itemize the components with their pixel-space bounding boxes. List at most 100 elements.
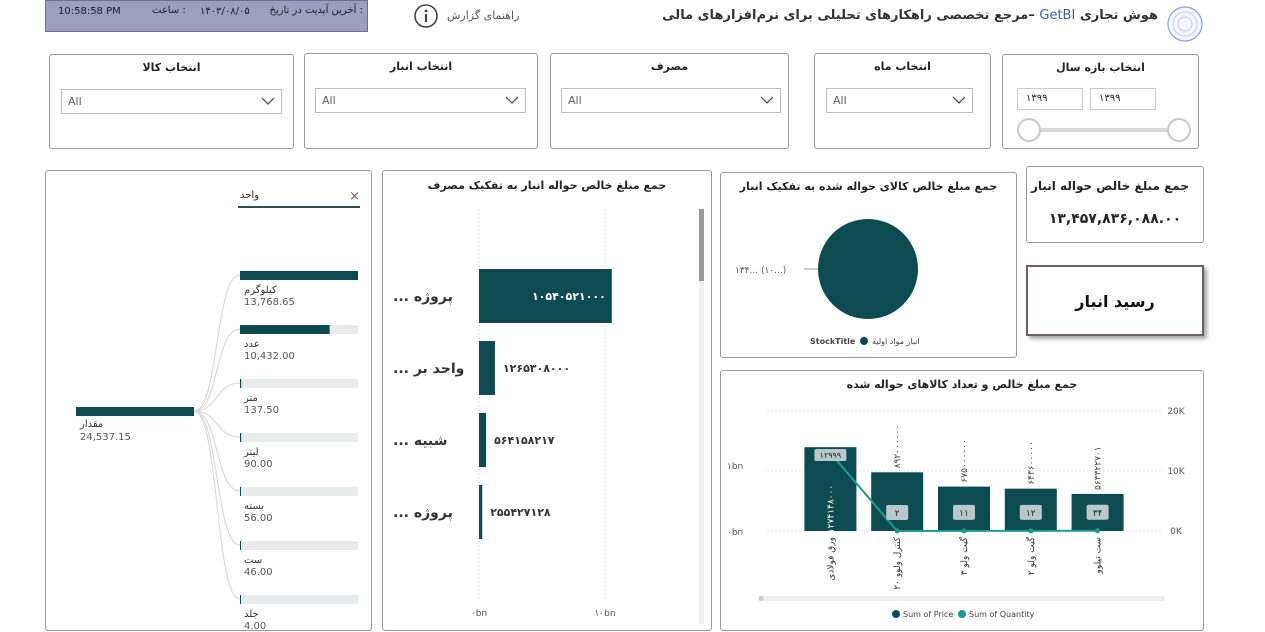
decomposition-tree-panel: واحد × مقدار 24,537.15 کیلوگرم 13,768.65 عدد… <box>45 170 372 632</box>
combo-price-label: ۶۴۳۶۰۰۰۰۰ <box>1027 441 1037 485</box>
chevron-down-icon <box>261 97 275 105</box>
product-slicer-title: انتخاب کالا <box>142 61 201 74</box>
combo-price-label: ۸۹۲۰۰۰۰۰۰ <box>893 425 903 469</box>
pie-legend-dot <box>860 337 868 345</box>
hbar-bar <box>479 413 487 467</box>
decomp-node-track <box>240 379 358 388</box>
decomp-node-label: کیلوگرم <box>244 284 277 296</box>
warehouse-dropdown[interactable]: All <box>315 88 526 113</box>
hbar-category-label: ... پروژه <box>393 505 453 521</box>
combo-category-label: کنترل ولوو ۲۰ <box>893 536 903 589</box>
year-slider-track[interactable] <box>1027 128 1177 132</box>
hbar-category-label: ... شبیه <box>393 433 448 449</box>
consumption-bar-scrollbar[interactable] <box>699 209 704 624</box>
month-slicer-title: انتخاب ماه <box>874 60 931 73</box>
year-slider-handle-left[interactable] <box>1017 118 1041 142</box>
combo-category-label: گیت ولو ۳ <box>958 536 970 575</box>
combo-legend-quantity: Sum of Quantity <box>969 610 1035 619</box>
brand-name: GetBI <box>1039 8 1076 23</box>
combo-quantity-label: ۱۲۹۹۹ <box>820 451 841 460</box>
combo-quantity-point <box>1095 528 1101 534</box>
warehouse-slicer-title: انتخاب انبار <box>389 60 453 73</box>
update-date: ۱۴۰۳/۰۸/۰۵ <box>200 6 250 17</box>
scrollbar-thumb[interactable] <box>699 209 704 281</box>
month-dropdown[interactable]: All <box>826 88 973 113</box>
year-from-input[interactable]: ۱۳۹۹ <box>1090 88 1156 110</box>
decomp-node-label: لیتر <box>243 447 259 458</box>
year-range-slicer[interactable]: انتخاب بازه سال ۱۳۹۹ ۱۳۹۹ <box>1002 54 1199 149</box>
month-slicer: انتخاب ماه All <box>814 53 991 149</box>
product-dropdown[interactable]: All <box>61 89 282 114</box>
decomp-node-value: 90.00 <box>244 459 273 470</box>
combo-yright-tick: 20K <box>1167 407 1185 417</box>
decomp-node-bar <box>240 325 330 334</box>
decomp-connector <box>193 410 241 438</box>
combo-legend-dot-price <box>892 610 900 618</box>
decomp-node-value: 4.00 <box>244 621 266 632</box>
pie-legend-item: انبار مواد اولیه <box>872 337 920 346</box>
kpi-title: جمع مبلغ خالص حواله انبار <box>1030 179 1189 193</box>
year-slider-handle-right[interactable] <box>1167 118 1191 142</box>
combo-yright-tick: 0K <box>1170 527 1183 537</box>
hbar-value-label: ۱۰۵۴۰۵۲۱۰۰۰ <box>532 290 606 303</box>
decomp-root-label: مقدار <box>79 419 103 430</box>
consumption-bar-chart: ۱۰۵۴۰۵۲۱۰۰۰ ... پروژه ۱۲۶۵۳۰۸۰۰۰ ... واحد ب… <box>393 209 616 619</box>
combo-scrollbar <box>759 596 1165 601</box>
combo-chart-panel: جمع مبلغ خالص و تعداد کالاهای حواله شده … <box>720 370 1204 631</box>
combo-price-bar <box>804 447 857 531</box>
decomp-connector <box>193 382 241 412</box>
chevron-down-icon <box>952 96 966 104</box>
month-dropdown-value: All <box>833 94 847 107</box>
warehouse-dropdown-value: All <box>322 94 336 107</box>
consumption-bar-panel: جمع مبلغ خالص حواله انبار به تفکیک مصرف … <box>382 170 712 631</box>
getbi-logo-icon <box>1167 6 1203 42</box>
receipt-button[interactable]: رسید انبار <box>1026 265 1204 336</box>
kpi-card: جمع مبلغ خالص حواله انبار ۱۳,۴۵۷,۸۳۶,۰۸۸… <box>1026 166 1204 243</box>
year-to-input[interactable]: ۱۳۹۹ <box>1017 88 1083 110</box>
decomp-connector <box>193 328 241 412</box>
pie-slice-label: ۱۳۴... (۱۰...) <box>735 266 786 276</box>
decomp-node-value: 56.00 <box>244 513 273 524</box>
combo-quantity-label: ۲ <box>895 509 900 519</box>
decomp-node-label: عدد <box>244 339 260 350</box>
combo-yleft-tick: ۰bn <box>727 528 743 538</box>
hbar-value-label: ۱۲۶۵۳۰۸۰۰۰ <box>503 362 570 375</box>
decomp-node-track <box>240 541 358 550</box>
decomp-root-bar <box>76 407 194 416</box>
decomp-node-label: متر <box>243 393 258 404</box>
update-label: آخرین آپدیت در تاریخ : <box>269 5 363 16</box>
decomp-node-value: 46.00 <box>244 567 273 578</box>
chevron-down-icon <box>505 96 519 104</box>
combo-legend-price: Sum of Price <box>903 610 953 619</box>
decomp-connector <box>193 274 241 412</box>
decomp-node-track <box>240 487 358 496</box>
combo-quantity-label-bg <box>1019 504 1042 520</box>
pie-slice <box>818 219 918 319</box>
decomp-node-bar <box>240 271 358 280</box>
decomp-node-bar <box>240 433 242 442</box>
time-label: ساعت : <box>152 5 186 16</box>
consumption-slicer: مصرف All <box>550 53 789 149</box>
hbar-xtick-label: ۰bn <box>471 609 487 619</box>
brand-title-part2: –مرجع تخصصی راهکارهای تحلیلی برای نرم‌اف… <box>662 8 1035 23</box>
year-slicer-title: انتخاب بازه سال <box>1056 61 1145 74</box>
decomp-close-icon[interactable]: × <box>349 189 360 204</box>
combo-legend-dot-quantity <box>958 610 966 618</box>
warehouse-slicer: انتخاب انبار All <box>304 53 538 149</box>
combo-price-label: ۱۲۷۴۱۴۸۰۰۰ <box>826 485 836 533</box>
combo-yleft-tick: ۱bn <box>727 462 743 472</box>
combo-yright-tick: 10K <box>1167 467 1185 477</box>
consumption-bar-title: جمع مبلغ خالص حواله انبار به تفکیک مصرف <box>427 179 667 192</box>
hbar-category-label: ... پروژه <box>393 289 453 305</box>
decomp-search-field[interactable]: واحد × <box>238 188 360 208</box>
product-slicer: انتخاب کالا All <box>49 54 294 149</box>
hbar-category-label: ... واحد بر <box>393 361 464 377</box>
help-label: راهنمای گزارش <box>447 9 520 22</box>
consumption-dropdown[interactable]: All <box>561 88 781 113</box>
combo-quantity-point <box>894 528 900 534</box>
receipt-button-label: رسید انبار <box>1075 292 1155 311</box>
combo-category-label: ورق فولادی <box>826 537 836 581</box>
help-button[interactable]: راهنمای گزارش <box>414 2 524 30</box>
combo-category-label: ست تیلوو <box>1094 537 1104 574</box>
